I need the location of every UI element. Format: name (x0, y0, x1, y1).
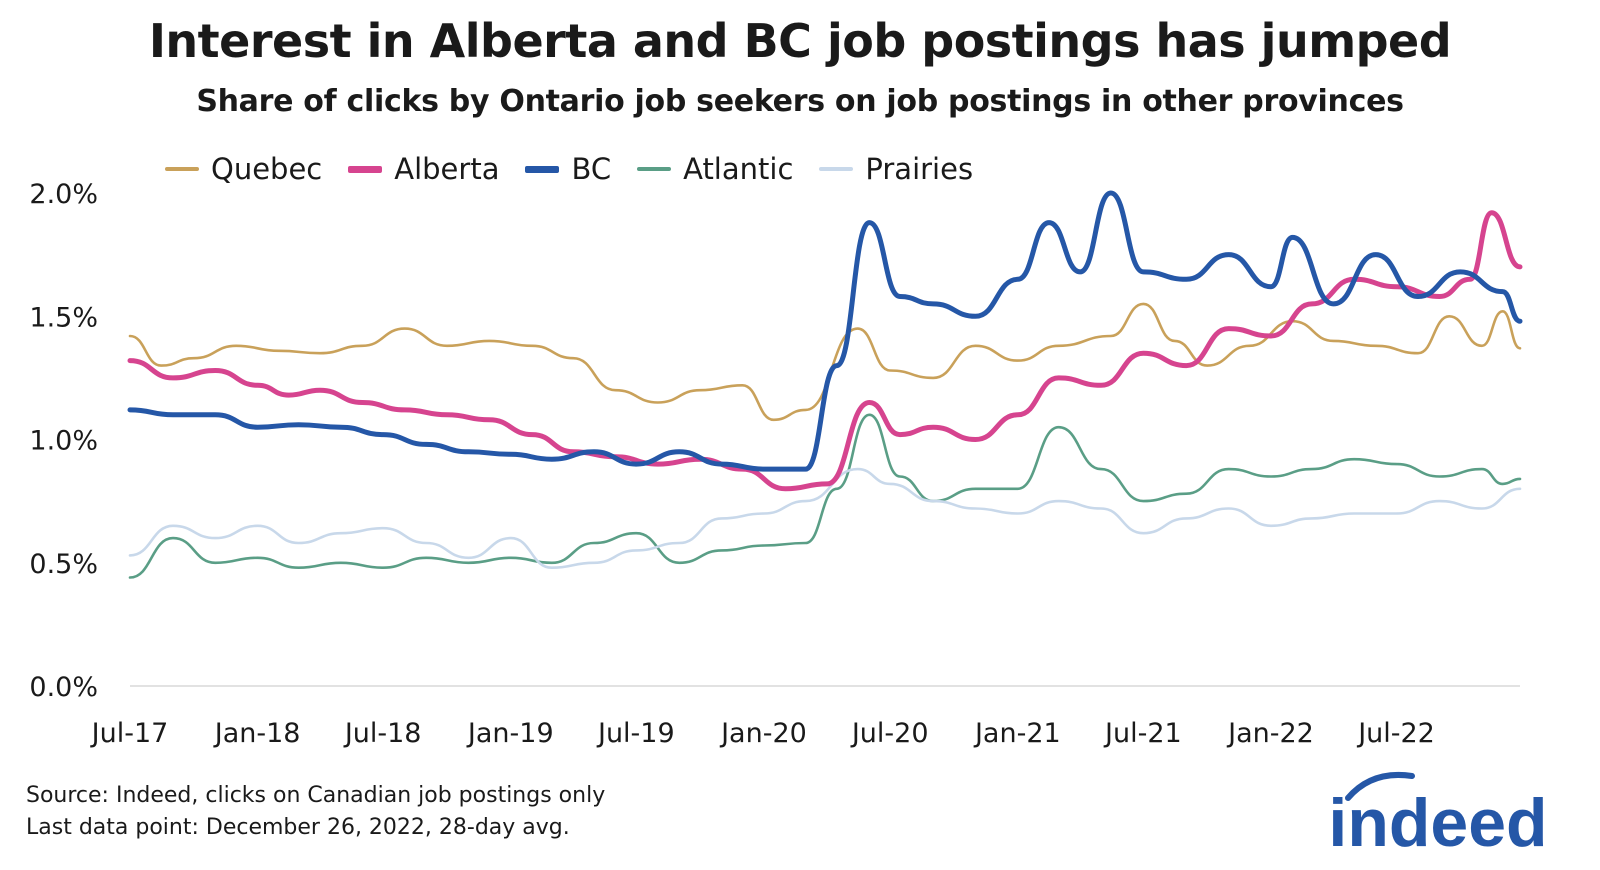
y-tick-label: 1.0% (29, 426, 98, 457)
legend-label: Alberta (394, 152, 500, 186)
series-line-quebec (128, 302, 1522, 422)
legend-label: Quebec (211, 152, 323, 186)
x-tick-label: Jan-22 (1226, 718, 1314, 749)
legend-swatch (819, 167, 854, 171)
legend-item-quebec: Quebec (165, 152, 322, 186)
series-line-atlantic (128, 413, 1522, 579)
x-tick-label: Jan-18 (213, 718, 301, 749)
legend-swatch (165, 167, 199, 171)
y-tick-label: 2.0% (29, 179, 98, 210)
legend-item-prairies: Prairies (819, 152, 973, 186)
x-tick-label: Jan-21 (973, 718, 1061, 749)
legend-item-alberta: Alberta (348, 152, 499, 186)
legend-item-bc: BC (525, 152, 611, 186)
x-tick-label: Jan-19 (466, 718, 554, 749)
logo-arc (1345, 772, 1415, 801)
chart-subtitle: Share of clicks by Ontario job seekers o… (196, 84, 1404, 119)
series-line-bc (127, 190, 1523, 472)
legend-item-atlantic: Atlantic (637, 152, 793, 186)
x-tick-label: Jul-22 (1356, 718, 1435, 749)
x-tick-label: Jul-20 (850, 718, 929, 749)
x-tick-label: Jul-18 (343, 718, 422, 749)
legend-label: BC (571, 152, 612, 186)
y-tick-label: 0.5% (29, 549, 98, 580)
legend-label: Prairies (865, 152, 974, 186)
chart-legend: Quebec Alberta BC Atlantic Prairies (165, 152, 999, 186)
x-tick-label: Jul-19 (596, 718, 675, 749)
x-tick-label: Jul-17 (90, 718, 169, 749)
last-data-point-line: Last data point: December 26, 2022, 28-d… (26, 815, 570, 840)
source-note: Source: Indeed, clicks on Canadian job p… (26, 780, 605, 844)
legend-label: Atlantic (683, 152, 794, 186)
x-tick-label: Jan-20 (719, 718, 807, 749)
legend-swatch (348, 165, 383, 173)
legend-swatch (525, 165, 560, 173)
x-tick-label: Jul-21 (1103, 718, 1182, 749)
series-line-alberta (127, 210, 1523, 492)
chart-title: Interest in Alberta and BC job postings … (148, 14, 1452, 68)
y-tick-label: 0.0% (29, 672, 98, 703)
source-line: Source: Indeed, clicks on Canadian job p… (26, 783, 606, 808)
y-tick-label: 1.5% (29, 302, 98, 333)
logo-wordmark: indeed (1328, 785, 1547, 858)
legend-swatch (637, 167, 672, 171)
indeed-logo: indeed (1328, 772, 1548, 858)
series-line-prairies (128, 467, 1522, 569)
